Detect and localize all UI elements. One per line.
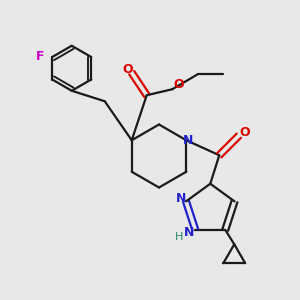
Text: H: H (175, 232, 183, 242)
Text: O: O (122, 63, 133, 76)
Text: N: N (184, 226, 194, 239)
Text: N: N (183, 134, 193, 147)
Text: N: N (176, 192, 187, 205)
Text: F: F (36, 50, 45, 64)
Text: O: O (239, 126, 250, 139)
Text: O: O (173, 78, 184, 91)
